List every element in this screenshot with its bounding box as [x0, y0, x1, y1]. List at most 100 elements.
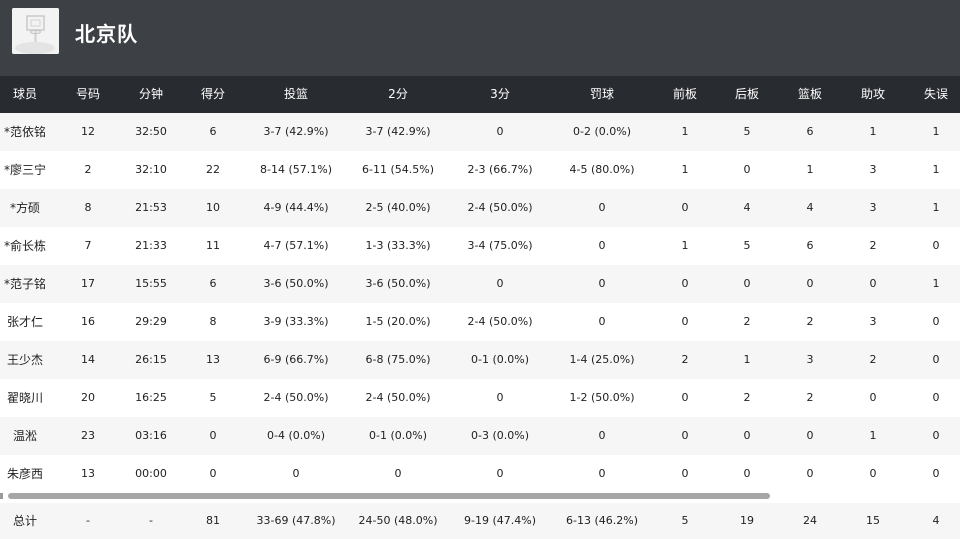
stat-three: 3-4 (75.0%): [467, 239, 533, 252]
stat-two: 2-4 (50.0%): [365, 391, 431, 404]
table-row: *方硕 8 21:53 10 4-9 (44.4%) 2-5 (40.0%) 2-4 (50…: [0, 189, 960, 227]
stat-number: 12: [81, 125, 95, 138]
stat-ast: 2: [869, 239, 877, 252]
stat-ft: 0: [598, 315, 606, 328]
stat-fg: 2-4 (50.0%): [263, 391, 329, 404]
column-header-dreb[interactable]: 后板: [734, 87, 760, 101]
table-row: 朱彦西 13 00:00 0 0 0 0 0 0 0 0 0 0: [0, 455, 960, 493]
player-name[interactable]: 温淞: [12, 429, 38, 443]
stat-ast: 2: [869, 353, 877, 366]
stat-number: 8: [84, 201, 92, 214]
table-row: *范子铭 17 15:55 6 3-6 (50.0%) 3-6 (50.0%) 0 0 0 0 0 0…: [0, 265, 960, 303]
scroll-left-arrow-icon[interactable]: [0, 493, 3, 499]
table-row: 张才仁 16 29:29 8 3-9 (33.3%) 1-5 (20.0%) 2-4 (50…: [0, 303, 960, 341]
stat-tov: 0: [932, 353, 940, 366]
scrollbar-thumb[interactable]: [8, 493, 770, 499]
stat-dreb: 0: [743, 163, 751, 176]
stat-minutes: 03:16: [135, 429, 167, 442]
player-name[interactable]: *俞长栋: [3, 239, 47, 253]
player-name[interactable]: *方硕: [9, 201, 41, 215]
player-name[interactable]: *范依铭: [3, 125, 47, 139]
player-name[interactable]: *范子铭: [3, 277, 47, 291]
column-header-ft[interactable]: 罚球: [589, 87, 615, 101]
stat-tov: 0: [932, 315, 940, 328]
stat-ft: 0: [598, 467, 606, 480]
total-oreb: 5: [681, 514, 689, 527]
stat-reb: 4: [806, 201, 814, 214]
stat-ft: 1-2 (50.0%): [569, 391, 635, 404]
stat-minutes: 29:29: [135, 315, 167, 328]
stat-ast: 0: [869, 277, 877, 290]
total-reb: 24: [803, 514, 817, 527]
stat-three: 0: [496, 125, 504, 138]
column-header-player[interactable]: 球员: [12, 87, 38, 101]
stat-dreb: 0: [743, 429, 751, 442]
column-header-tov[interactable]: 失误: [923, 87, 949, 101]
total-ft: 6-13 (46.2%): [566, 514, 638, 527]
stat-two: 1-3 (33.3%): [365, 239, 431, 252]
stat-dreb: 2: [743, 391, 751, 404]
column-header-number[interactable]: 号码: [75, 87, 101, 101]
stat-ast: 0: [869, 467, 877, 480]
stat-two: 3-7 (42.9%): [365, 125, 431, 138]
column-header-fg[interactable]: 投篮: [283, 87, 309, 101]
stat-dreb: 5: [743, 125, 751, 138]
column-header-ast[interactable]: 助攻: [860, 87, 886, 101]
stat-tov: 1: [932, 201, 940, 214]
total-minutes: -: [149, 514, 153, 527]
stat-three: 0: [496, 467, 504, 480]
stat-points: 22: [206, 163, 220, 176]
stat-ast: 0: [869, 391, 877, 404]
stat-ft: 0: [598, 201, 606, 214]
stat-number: 7: [84, 239, 92, 252]
stat-minutes: 32:50: [135, 125, 167, 138]
stat-number: 2: [84, 163, 92, 176]
stat-two: 3-6 (50.0%): [365, 277, 431, 290]
team-logo-icon: [12, 8, 59, 54]
horizontal-scrollbar[interactable]: [0, 489, 960, 503]
stat-two: 6-11 (54.5%): [362, 163, 434, 176]
column-header-oreb[interactable]: 前板: [672, 87, 698, 101]
stat-minutes: 15:55: [135, 277, 167, 290]
stat-ft: 0: [598, 239, 606, 252]
stat-minutes: 26:15: [135, 353, 167, 366]
column-header-reb[interactable]: 篮板: [797, 87, 823, 101]
column-header-points[interactable]: 得分: [200, 87, 226, 101]
stat-dreb: 5: [743, 239, 751, 252]
stat-two: 0: [394, 467, 402, 480]
total-two: 24-50 (48.0%): [358, 514, 438, 527]
player-name[interactable]: 张才仁: [6, 315, 44, 329]
stat-reb: 0: [806, 429, 814, 442]
stat-minutes: 21:33: [135, 239, 167, 252]
column-header-three[interactable]: 3分: [490, 87, 510, 101]
stat-points: 8: [209, 315, 217, 328]
stat-tov: 0: [932, 391, 940, 404]
stat-minutes: 00:00: [135, 467, 167, 480]
stat-three: 0-3 (0.0%): [471, 429, 529, 442]
stat-oreb: 0: [681, 201, 689, 214]
stat-number: 17: [81, 277, 95, 290]
stat-reb: 6: [806, 125, 814, 138]
stat-oreb: 1: [681, 125, 689, 138]
player-name[interactable]: *廖三宁: [3, 163, 47, 177]
player-name[interactable]: 翟晓川: [6, 391, 44, 405]
stat-ast: 3: [869, 163, 877, 176]
column-header-two[interactable]: 2分: [388, 87, 408, 101]
stat-tov: 1: [932, 125, 940, 138]
table-row: 翟晓川 20 16:25 5 2-4 (50.0%) 2-4 (50.0%) 0 1-2 (5…: [0, 379, 960, 417]
stat-three: 2-4 (50.0%): [467, 201, 533, 214]
stat-fg: 6-9 (66.7%): [263, 353, 329, 366]
stat-fg: 4-9 (44.4%): [263, 201, 329, 214]
stat-points: 13: [206, 353, 220, 366]
stat-ast: 1: [869, 429, 877, 442]
stat-ast: 3: [869, 315, 877, 328]
stat-fg: 0-4 (0.0%): [267, 429, 325, 442]
column-header-minutes[interactable]: 分钟: [138, 87, 164, 101]
stat-three: 0: [496, 277, 504, 290]
stat-oreb: 1: [681, 239, 689, 252]
player-name[interactable]: 朱彦西: [6, 467, 44, 481]
stat-number: 13: [81, 467, 95, 480]
player-name[interactable]: 王少杰: [6, 353, 44, 367]
stat-fg: 3-7 (42.9%): [263, 125, 329, 138]
stat-ft: 1-4 (25.0%): [569, 353, 635, 366]
